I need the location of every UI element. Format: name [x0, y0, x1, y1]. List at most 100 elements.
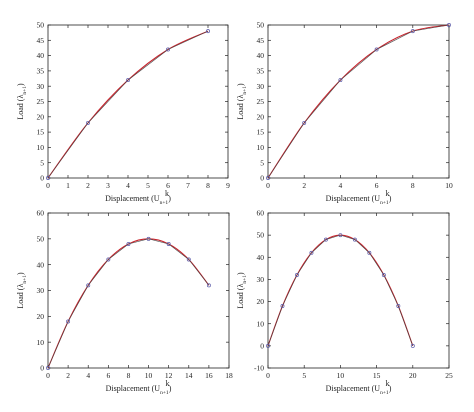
x-axis-label: Displacement (Un+1)	[106, 384, 172, 396]
y-tick-label: 60	[257, 209, 265, 218]
data-point	[338, 233, 343, 238]
plot-frame	[267, 212, 450, 369]
y-tick-label: 45	[37, 36, 45, 45]
y-axis-label: Load (λn+1)	[16, 272, 28, 309]
x-axis-label-close: )	[168, 194, 171, 203]
x-axis-label-text: Displacement	[326, 384, 371, 393]
data-point	[352, 237, 357, 242]
data-point	[381, 273, 386, 277]
step-polyline	[267, 234, 414, 346]
x-tick-label: 16	[205, 371, 213, 380]
step-polyline	[267, 24, 450, 179]
y-tick-label: 50	[37, 21, 45, 30]
y-tick-label: 10	[37, 143, 45, 152]
data-point	[66, 319, 71, 324]
y-tick-label: 25	[37, 97, 45, 106]
data-point	[146, 236, 151, 241]
y-tick-label: 20	[37, 112, 45, 121]
y-tick-label: 15	[257, 128, 265, 137]
y-tick-label: 40	[37, 260, 45, 269]
y-tick-label: 0	[260, 174, 264, 183]
x-axis-label-subscript: n+1	[380, 200, 389, 206]
x-tick-label: 10	[445, 181, 453, 190]
y-tick-label: 30	[257, 82, 265, 91]
y-tick-label: -10	[254, 364, 264, 373]
y-tick-label: 45	[257, 36, 265, 45]
y-axis-label-text: Load	[16, 103, 25, 119]
x-axis-label-subscript: n+1	[160, 200, 169, 206]
plot-frame	[47, 24, 229, 179]
y-tick-label: 50	[37, 234, 45, 243]
y-axis-label-text: Load	[236, 103, 245, 119]
y-tick-label: 40	[257, 51, 265, 60]
data-point	[266, 343, 270, 348]
data-point	[410, 29, 415, 34]
y-tick-label: 35	[257, 67, 265, 76]
data-point	[186, 257, 191, 262]
load-displacement-curve	[47, 30, 209, 179]
x-axis-label-symbol: (U	[370, 194, 381, 203]
y-tick-label: 50	[257, 21, 265, 30]
data-point	[410, 343, 415, 348]
y-tick-label: 60	[37, 209, 45, 218]
y-axis-label: Load (λn+1)	[236, 272, 248, 309]
y-axis-label-close: )	[236, 272, 245, 275]
y-tick-label: 30	[37, 286, 45, 295]
x-axis-label-close: )	[389, 194, 392, 203]
chart-panel-top-right: 0 2 4 6 8 10 0 5 10 15 20 25 30 35 40 45 50 Displacement …	[236, 21, 453, 206]
x-tick-label: 4	[126, 181, 130, 190]
x-tick-label: 2	[66, 371, 70, 380]
data-point	[126, 78, 130, 83]
x-tick-label: 0	[266, 371, 270, 380]
y-axis-label: Load (λn+1)	[236, 83, 248, 120]
y-tick-label: 15	[37, 128, 45, 137]
y-tick-label: 20	[257, 297, 265, 306]
x-axis-label-superscript: k	[386, 379, 390, 388]
x-tick-label: 10	[337, 371, 345, 380]
y-axis-label-close: )	[16, 83, 25, 86]
y-axis-label-symbol: (λ	[16, 284, 25, 293]
x-tick-label: 2	[86, 181, 90, 190]
x-tick-label: 12	[165, 371, 173, 380]
x-axis-label: Displacement (Un+1)	[105, 194, 171, 206]
y-axis-label-subscript: n+1	[22, 275, 28, 284]
x-axis-label-text: Displacement	[106, 384, 151, 393]
y-axis-label-close: )	[16, 272, 25, 275]
plot-frame	[47, 212, 230, 369]
x-axis-label-subscript: n+1	[380, 390, 389, 396]
y-tick-label: 30	[37, 82, 45, 91]
x-tick-label: 6	[375, 181, 379, 190]
y-tick-label: 10	[257, 143, 265, 152]
step-polyline	[47, 30, 209, 179]
x-tick-label: 7	[186, 181, 190, 190]
y-tick-label: 35	[37, 67, 45, 76]
x-tick-label: 25	[445, 371, 453, 380]
x-tick-label: 1	[66, 181, 70, 190]
y-tick-label: 40	[37, 51, 45, 60]
data-point	[309, 250, 314, 255]
x-tick-label: 18	[225, 371, 233, 380]
x-axis-label-superscript: k	[386, 189, 390, 198]
y-tick-label: 0	[40, 364, 44, 373]
x-axis-label-symbol: (U	[149, 194, 160, 203]
x-axis-label-close: )	[169, 384, 172, 393]
data-point	[447, 23, 451, 27]
y-tick-label: 0	[40, 174, 44, 183]
x-tick-label: 0	[46, 371, 50, 380]
x-tick-label: 20	[409, 371, 417, 380]
data-point	[323, 237, 328, 242]
data-point	[106, 257, 111, 262]
y-axis-label-subscript: n+1	[22, 86, 28, 95]
data-point	[46, 176, 50, 180]
x-axis-label: Displacement (Un+1)	[326, 194, 392, 206]
x-tick-label: 0	[266, 181, 270, 190]
data-point	[206, 283, 211, 288]
x-tick-label: 2	[302, 181, 306, 190]
y-tick-label: 30	[257, 275, 265, 284]
x-tick-label: 9	[226, 181, 230, 190]
x-tick-label: 5	[146, 181, 150, 190]
x-axis-label-superscript: k	[166, 379, 170, 388]
x-tick-label: 14	[185, 371, 193, 380]
y-axis-label-close: )	[236, 83, 245, 86]
